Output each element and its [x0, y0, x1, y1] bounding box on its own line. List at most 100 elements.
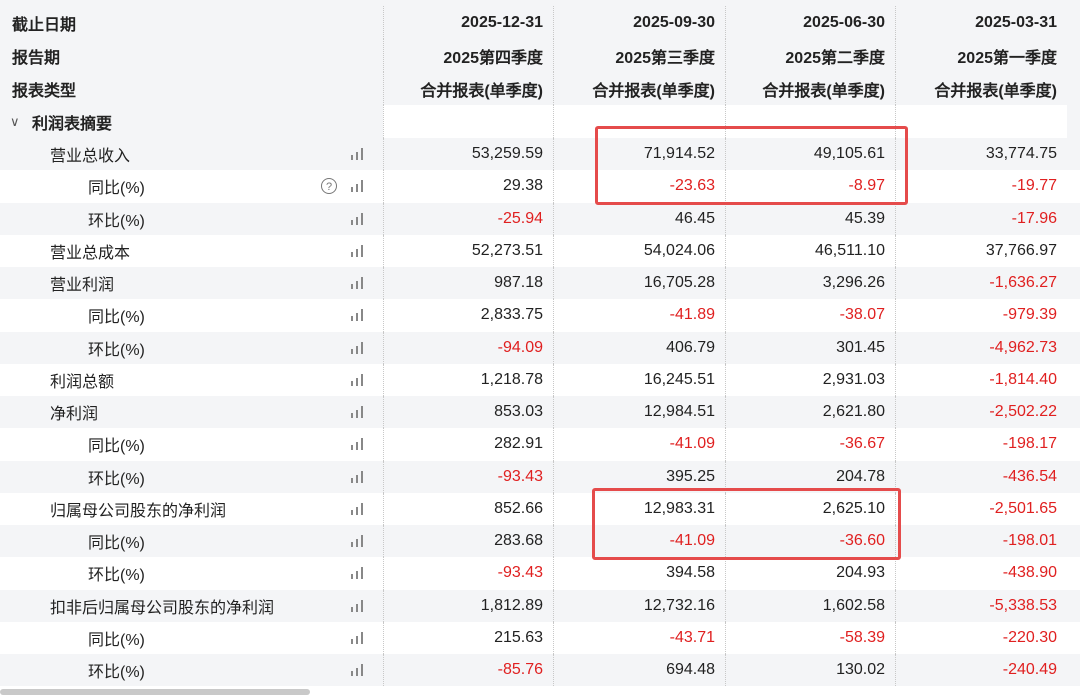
section-cell — [553, 105, 725, 138]
table-row: 同比(%) 282.91 -41.09 -36.67 -198.17 — [0, 428, 1080, 461]
chart-icon[interactable] — [350, 663, 364, 677]
value-cell: -979.39 — [895, 299, 1067, 332]
value-cell: 694.48 — [553, 654, 725, 687]
value-cell: 71,914.52 — [553, 138, 725, 171]
chart-icon[interactable] — [350, 276, 364, 290]
value-cell: 1,812.89 — [383, 589, 553, 622]
value-cell: 215.63 — [383, 621, 553, 654]
row-label: 同比(%) — [88, 438, 145, 456]
value-cell: -58.39 — [725, 621, 895, 654]
chart-icon[interactable] — [350, 470, 364, 484]
row-label: 同比(%) — [88, 535, 145, 553]
value-cell: 29.38 — [383, 170, 553, 203]
table-row: 环比(%) -85.76 694.48 130.02 -240.49 — [0, 654, 1080, 687]
value-cell: 52,273.51 — [383, 234, 553, 267]
chart-icon[interactable] — [350, 244, 364, 258]
header-cell: 合并报表(单季度) — [725, 72, 895, 105]
table-row: 扣非后归属母公司股东的净利润 1,812.89 12,732.16 1,602.58-… — [0, 589, 1080, 622]
header-label: 报告期 — [12, 49, 61, 67]
row-label: 营业总成本 — [50, 244, 131, 262]
value-cell: 46.45 — [553, 202, 725, 235]
value-cell: -4,962.73 — [895, 331, 1067, 364]
header-label: 截止日期 — [12, 16, 77, 34]
row-label: 同比(%) — [88, 309, 145, 327]
value-cell: -2,502.22 — [895, 396, 1067, 429]
value-cell: -1,636.27 — [895, 267, 1067, 300]
value-cell: -220.30 — [895, 621, 1067, 654]
value-cell: 3,296.26 — [725, 267, 895, 300]
value-cell: 2,833.75 — [383, 299, 553, 332]
table-row: 营业总成本 52,273.51 54,024.06 46,511.10 37,766.9… — [0, 234, 1080, 267]
header-label: 报表类型 — [12, 82, 77, 100]
value-cell: -19.77 — [895, 170, 1067, 203]
value-cell: -43.71 — [553, 621, 725, 654]
chart-icon[interactable] — [350, 373, 364, 387]
value-cell: 33,774.75 — [895, 138, 1067, 171]
row-label: 净利润 — [50, 406, 99, 424]
highlight-box — [595, 126, 908, 205]
value-cell: 2,621.80 — [725, 396, 895, 429]
table-row: 同比(%) 2,833.75 -41.89 -38.07 -979.39 — [0, 299, 1080, 332]
value-cell: 852.66 — [383, 492, 553, 525]
value-cell: 283.68 — [383, 525, 553, 558]
value-cell: -36.67 — [725, 428, 895, 461]
value-cell: -198.17 — [895, 428, 1067, 461]
table-row: 归属母公司股东的净利润 852.66 12,983.31 2,625.10 -2,501… — [0, 492, 1080, 525]
table-row: 环比(%) -93.43 394.58 204.93 -438.90 — [0, 557, 1080, 590]
value-cell: -41.09 — [553, 428, 725, 461]
value-cell: 1,602.58 — [725, 589, 895, 622]
help-icon[interactable]: ? — [320, 177, 338, 195]
header-cell: 合并报表(单季度) — [553, 72, 725, 105]
header-cell: 2025-06-30 — [725, 6, 895, 39]
header-cell: 2025-09-30 — [553, 6, 725, 39]
table-row: 同比(%) 283.68 -41.09 -36.60 -198.01 — [0, 525, 1080, 558]
value-cell: -5,338.53 — [895, 589, 1067, 622]
value-cell: -93.43 — [383, 557, 553, 590]
row-label: 利润总额 — [50, 373, 115, 391]
header-cell: 2025-03-31 — [895, 6, 1067, 39]
value-cell: 394.58 — [553, 557, 725, 590]
value-cell: -198.01 — [895, 525, 1067, 558]
header-cell: 2025-12-31 — [383, 6, 553, 39]
chart-icon[interactable] — [350, 341, 364, 355]
table-row: 同比(%)? 29.38 -23.63 -8.97 -19.77 — [0, 170, 1080, 203]
chart-icon[interactable] — [350, 212, 364, 226]
value-cell: -38.07 — [725, 299, 895, 332]
value-cell: 53,259.59 — [383, 138, 553, 171]
value-cell: 12,984.51 — [553, 396, 725, 429]
chart-icon[interactable] — [350, 502, 364, 516]
chart-icon[interactable] — [350, 308, 364, 322]
value-cell: 12,732.16 — [553, 589, 725, 622]
section-cell — [725, 105, 895, 138]
scrollbar[interactable] — [0, 689, 310, 695]
value-cell: -2,501.65 — [895, 492, 1067, 525]
value-cell: -85.76 — [383, 654, 553, 687]
row-label: 同比(%) — [88, 631, 145, 649]
value-cell: -23.63 — [553, 170, 725, 203]
value-cell: -436.54 — [895, 460, 1067, 493]
value-cell: 1,218.78 — [383, 363, 553, 396]
value-cell: -94.09 — [383, 331, 553, 364]
chart-icon[interactable] — [350, 147, 364, 161]
value-cell: 54,024.06 — [553, 234, 725, 267]
svg-text:?: ? — [326, 181, 332, 193]
chart-icon[interactable] — [350, 599, 364, 613]
chart-icon[interactable] — [350, 179, 364, 193]
value-cell: -240.49 — [895, 654, 1067, 687]
chart-icon[interactable] — [350, 631, 364, 645]
chart-icon[interactable] — [350, 405, 364, 419]
chart-icon[interactable] — [350, 534, 364, 548]
table-row: 报表类型 合并报表(单季度) 合并报表(单季度) 合并报表(单季度) 合并报表(单季度) — [0, 72, 1080, 105]
value-cell: -36.60 — [725, 525, 895, 558]
chart-icon[interactable] — [350, 437, 364, 451]
value-cell: 130.02 — [725, 654, 895, 687]
table-row: 营业总收入 53,259.59 71,914.52 49,105.61 33,774.7… — [0, 138, 1080, 171]
chart-icon[interactable] — [350, 566, 364, 580]
value-cell: 37,766.97 — [895, 234, 1067, 267]
header-cell: 2025第一季度 — [895, 39, 1067, 72]
row-label: 环比(%) — [88, 212, 145, 230]
collapse-toggle[interactable]: ∨ — [10, 113, 20, 129]
table-row: 净利润 853.03 12,984.51 2,621.80 -2,502.22 — [0, 396, 1080, 429]
value-cell: -8.97 — [725, 170, 895, 203]
